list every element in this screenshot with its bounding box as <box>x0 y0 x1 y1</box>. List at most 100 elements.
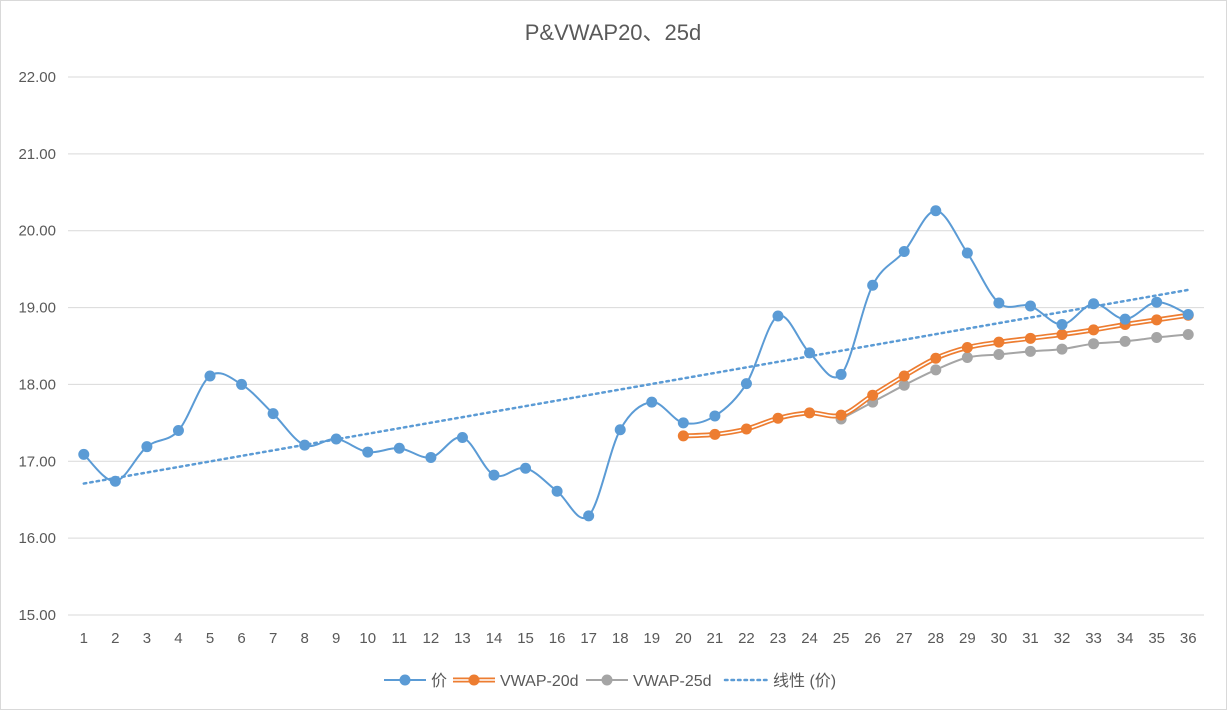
x-tick-label: 10 <box>359 630 376 647</box>
legend: 价 VWAP-20d VWAP-25d 线性 (价) <box>384 672 836 690</box>
x-tick-label: 26 <box>864 630 881 647</box>
data-point <box>835 409 847 421</box>
data-point <box>614 424 626 436</box>
series-3 <box>835 328 1194 425</box>
data-point <box>583 510 595 522</box>
x-tick-label: 23 <box>770 630 787 647</box>
data-point <box>1151 296 1163 308</box>
x-tick-label: 30 <box>991 630 1008 647</box>
data-point <box>898 370 910 382</box>
data-point <box>677 417 689 429</box>
x-tick-label: 7 <box>269 630 277 647</box>
x-tick-label: 17 <box>580 630 597 647</box>
data-point <box>204 370 216 382</box>
x-axis-tick-labels: 1 2 3 4 5 6 7 8 9 10 11 12 13 14 15 16 17 18 19 20 21 22 23 24 2… <box>80 630 1197 647</box>
legend-marker <box>399 674 411 686</box>
data-point <box>299 439 311 451</box>
data-point <box>1088 338 1100 350</box>
data-point <box>1182 328 1194 340</box>
data-point <box>1024 300 1036 312</box>
data-point <box>867 389 879 401</box>
legend-item-3: VWAP-25d <box>586 673 712 690</box>
data-point <box>709 428 721 440</box>
data-point <box>961 342 973 354</box>
x-tick-label: 16 <box>549 630 566 647</box>
legend-item-1: 价 <box>384 673 447 690</box>
chart-title: P&VWAP20、25d <box>525 20 702 45</box>
data-point <box>646 396 658 408</box>
x-tick-label: 2 <box>111 630 119 647</box>
legend-item-2: VWAP-20d <box>453 673 579 690</box>
x-tick-label: 36 <box>1180 630 1197 647</box>
y-axis-tick-labels: 15.00 16.00 17.00 18.00 19.00 20.00 21.00 22.00 <box>18 69 56 624</box>
y-tick-label: 20.00 <box>18 223 56 240</box>
legend-marker <box>468 674 480 686</box>
x-tick-label: 29 <box>959 630 976 647</box>
data-point <box>1119 335 1131 347</box>
x-tick-label: 28 <box>927 630 944 647</box>
x-tick-label: 21 <box>707 630 724 647</box>
data-point <box>362 446 374 458</box>
data-point <box>1182 308 1194 320</box>
data-point <box>867 279 879 291</box>
data-point <box>709 410 721 422</box>
data-point <box>267 408 279 420</box>
data-point <box>78 448 90 460</box>
x-tick-label: 6 <box>237 630 245 647</box>
data-point <box>520 462 532 474</box>
x-tick-label: 3 <box>143 630 151 647</box>
y-tick-label: 18.00 <box>18 376 56 393</box>
legend-label: 价 <box>431 673 447 690</box>
series-1 <box>78 205 1194 522</box>
data-point <box>677 430 689 442</box>
x-tick-label: 15 <box>517 630 534 647</box>
series-4 <box>82 288 1190 485</box>
data-point <box>961 247 973 259</box>
data-point <box>993 348 1005 360</box>
y-tick-label: 15.00 <box>18 607 56 624</box>
data-point <box>456 431 468 443</box>
y-tick-label: 19.00 <box>18 300 56 317</box>
x-tick-label: 4 <box>174 630 182 647</box>
data-point <box>1024 332 1036 344</box>
x-tick-label: 24 <box>801 630 818 647</box>
data-point <box>1119 313 1131 325</box>
data-point <box>551 485 563 497</box>
data-point <box>961 352 973 364</box>
data-point <box>1056 318 1068 330</box>
series-layer <box>78 205 1194 522</box>
x-tick-label: 35 <box>1148 630 1165 647</box>
x-tick-label: 1 <box>80 630 88 647</box>
data-point <box>141 441 153 453</box>
legend-label: 线性 (价) <box>773 672 836 690</box>
data-point <box>488 469 500 481</box>
x-tick-label: 33 <box>1085 630 1102 647</box>
data-point <box>898 245 910 257</box>
x-tick-label: 9 <box>332 630 340 647</box>
data-point <box>804 407 816 419</box>
legend-label: VWAP-25d <box>633 673 712 690</box>
data-point <box>425 451 437 463</box>
data-point <box>236 378 248 390</box>
legend-label: VWAP-20d <box>500 673 579 690</box>
y-tick-label: 22.00 <box>18 69 56 86</box>
x-tick-label: 22 <box>738 630 755 647</box>
y-tick-label: 16.00 <box>18 530 56 547</box>
data-point <box>1088 324 1100 336</box>
data-point <box>172 425 184 437</box>
y-tick-label: 21.00 <box>18 146 56 163</box>
data-point <box>772 412 784 424</box>
data-point <box>740 423 752 435</box>
x-tick-label: 31 <box>1022 630 1039 647</box>
x-tick-label: 20 <box>675 630 692 647</box>
x-tick-label: 25 <box>833 630 850 647</box>
x-tick-label: 19 <box>643 630 660 647</box>
data-point <box>1024 345 1036 357</box>
gridlines <box>68 76 1204 616</box>
x-tick-label: 14 <box>486 630 503 647</box>
legend-item-4: 线性 (价) <box>723 672 836 690</box>
data-point <box>1056 328 1068 340</box>
data-point <box>109 475 121 487</box>
